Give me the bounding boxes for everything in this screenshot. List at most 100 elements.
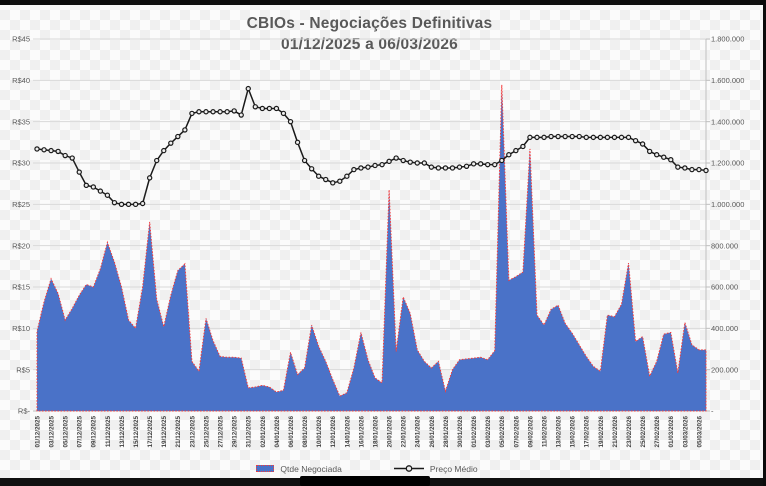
- x-axis-date-label: 27/02/2026: [654, 416, 661, 448]
- price-marker: [520, 143, 526, 150]
- price-marker: [541, 134, 547, 141]
- price-marker: [379, 161, 385, 168]
- x-axis-date-labels: 01/12/2025 03/12/2025 05/12/2025 07/12/2025…: [34, 416, 703, 448]
- price-marker: [689, 166, 695, 173]
- price-marker: [111, 199, 118, 206]
- price-marker: [217, 109, 223, 115]
- price-line-swatch-icon: [393, 465, 424, 472]
- right-axis-tick-label: 400.000: [711, 324, 738, 333]
- price-marker: [238, 112, 244, 118]
- price-marker: [625, 134, 632, 141]
- qty-area-series: [36, 84, 707, 412]
- x-axis-date-label: 25/12/2025: [203, 416, 210, 448]
- price-marker: [323, 176, 329, 183]
- price-line-series: [36, 87, 707, 206]
- x-axis-date-label: 15/02/2026: [570, 416, 577, 448]
- price-marker: [668, 156, 674, 163]
- price-marker: [449, 165, 456, 171]
- left-axis-tick-label: R$20: [12, 241, 30, 250]
- price-marker: [555, 133, 561, 140]
- x-axis-date-label: 02/01/2026: [260, 416, 267, 448]
- x-axis-date-label: 11/12/2025: [105, 416, 112, 448]
- price-marker: [34, 146, 40, 152]
- price-marker: [245, 85, 251, 92]
- price-marker: [273, 105, 280, 112]
- left-axis-tick-label: R$35: [12, 117, 30, 126]
- price-marker: [548, 133, 554, 140]
- x-axis-date-label: 01/12/2025: [34, 416, 41, 448]
- x-axis-date-label: 05/03/2026: [696, 416, 703, 448]
- x-axis-date-label: 19/12/2025: [161, 416, 168, 448]
- price-marker: [146, 175, 153, 181]
- price-marker: [492, 161, 498, 168]
- right-axis-tick-label: 600.000: [711, 283, 738, 292]
- price-marker: [583, 134, 589, 141]
- price-marker: [407, 159, 413, 165]
- x-axis-date-label: 19/02/2026: [598, 416, 605, 448]
- price-marker: [55, 148, 61, 155]
- price-marker: [203, 109, 209, 115]
- price-marker: [161, 147, 167, 154]
- price-marker: [41, 147, 47, 153]
- price-marker: [280, 110, 287, 117]
- x-axis-date-label: 23/12/2025: [189, 416, 196, 448]
- price-marker: [266, 105, 273, 112]
- price-marker: [69, 155, 75, 161]
- right-axis-tick-label: 1.200.000: [711, 159, 744, 168]
- price-marker: [435, 165, 442, 171]
- price-marker: [175, 133, 181, 140]
- price-marker: [654, 152, 660, 158]
- price-marker: [562, 133, 568, 140]
- price-marker: [358, 165, 364, 171]
- price-marker: [477, 161, 484, 167]
- price-marker: [294, 139, 301, 146]
- price-marker: [400, 157, 406, 164]
- x-axis-date-label: 10/01/2026: [316, 416, 323, 448]
- price-marker: [330, 180, 336, 186]
- bottom-bar-segment: [300, 476, 430, 486]
- x-axis-date-label: 28/01/2026: [443, 416, 450, 448]
- price-marker: [252, 104, 259, 110]
- price-marker: [97, 188, 104, 194]
- bottom-black-bar: [0, 476, 766, 486]
- price-marker: [224, 109, 230, 115]
- x-axis-date-label: 03/02/2026: [485, 416, 492, 448]
- price-marker: [210, 109, 216, 115]
- x-axis-date-label: 09/12/2025: [91, 416, 98, 448]
- price-marker: [351, 166, 357, 173]
- price-marker: [259, 105, 266, 112]
- price-marker: [154, 157, 160, 164]
- top-black-bar: [0, 0, 766, 5]
- x-axis-date-label: 04/01/2026: [274, 416, 281, 448]
- price-marker: [534, 134, 540, 141]
- price-marker: [703, 167, 709, 174]
- price-marker: [344, 173, 350, 179]
- price-marker: [506, 152, 512, 158]
- price-marker: [696, 166, 702, 173]
- price-marker: [315, 173, 322, 179]
- x-axis-date-label: 05/02/2026: [499, 416, 506, 448]
- x-axis-date-label: 21/12/2025: [175, 416, 182, 448]
- gridlines: R$45 1.800.000 R$40 1.600.000 R$35 1.400.000 R…: [12, 35, 744, 416]
- price-marker: [463, 163, 470, 170]
- price-marker: [456, 164, 463, 170]
- right-axis-tick-label: -: [711, 407, 714, 416]
- x-axis-date-label: 14/01/2026: [344, 416, 351, 448]
- price-marker: [301, 157, 308, 164]
- price-marker: [421, 160, 428, 166]
- price-marker: [48, 147, 54, 154]
- x-axis-date-label: 17/02/2026: [584, 416, 591, 448]
- price-marker: [182, 127, 188, 133]
- price-marker: [484, 161, 491, 168]
- left-axis-tick-label: R$45: [12, 35, 30, 44]
- price-marker: [62, 152, 68, 159]
- price-marker: [104, 192, 111, 198]
- price-marker: [308, 166, 315, 172]
- right-black-edge: [763, 0, 766, 486]
- price-marker: [83, 182, 89, 189]
- x-axis-date-label: 16/01/2026: [358, 416, 365, 448]
- price-marker: [682, 165, 688, 171]
- price-marker: [442, 165, 449, 171]
